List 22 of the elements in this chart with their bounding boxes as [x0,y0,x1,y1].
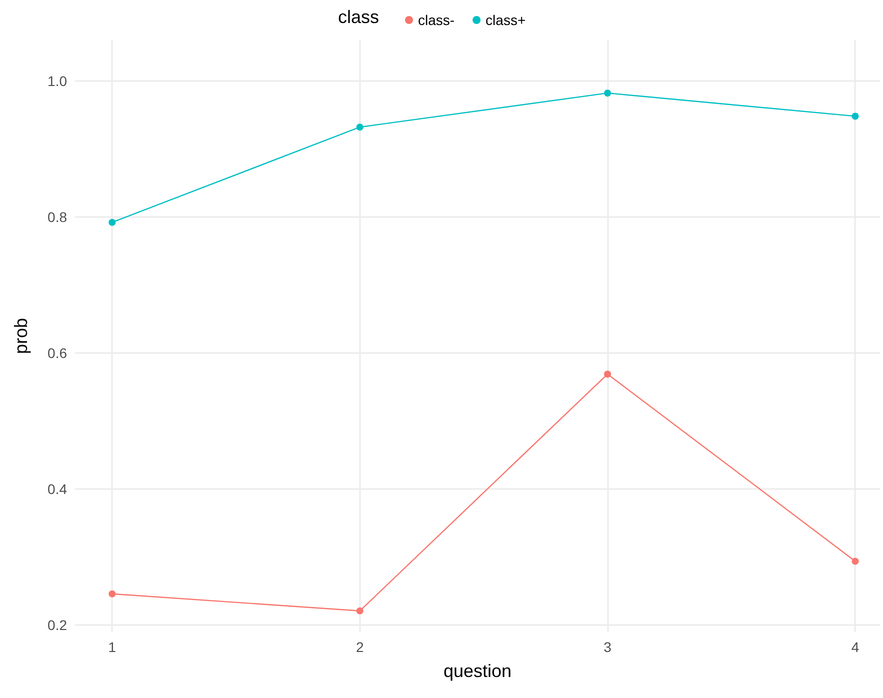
x-tick-label: 1 [108,639,116,655]
point [356,124,364,131]
x-tick-label: 3 [604,639,612,655]
point [852,112,859,120]
point [108,218,116,226]
y-tick-label: 0.8 [48,208,68,225]
point [108,590,116,598]
point [604,370,612,378]
legend-title: class [338,7,380,27]
point [356,607,364,614]
x-tick-label: 4 [851,639,860,655]
y-tick-label: 0.2 [48,617,68,634]
y-tick-label: 0.4 [48,481,68,498]
x-tick-label: 2 [356,639,364,655]
y-axis-title: prob [11,318,31,354]
legend-label: class- [418,12,455,28]
point [604,90,612,97]
x-axis-title: question [443,661,512,681]
point [852,558,859,565]
legend-label: class+ [486,12,526,28]
y-tick-label: 1.0 [48,72,68,89]
y-tick-label: 0.6 [48,345,68,362]
